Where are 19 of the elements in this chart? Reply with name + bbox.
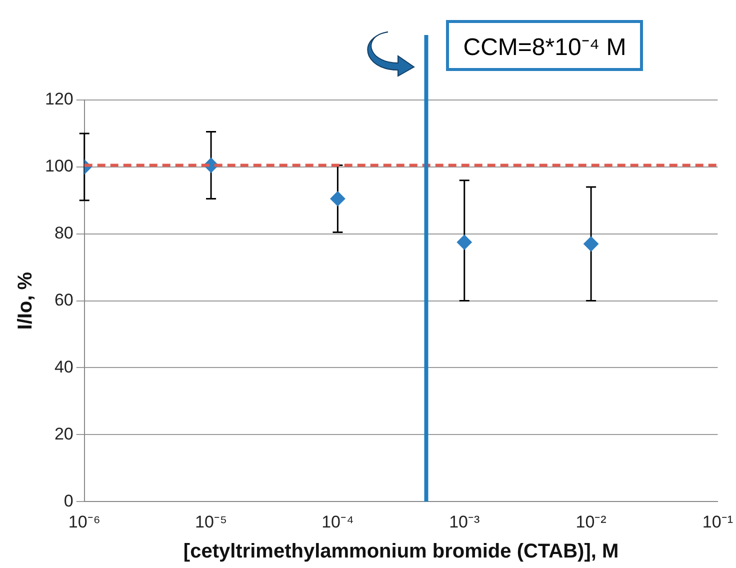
point [584,236,599,252]
point [456,234,472,250]
x-tick-label: 10⁻⁶ [68,512,100,532]
x-tick-label: 10⁻¹ [702,512,734,532]
y-axis-title: I/Io, % [14,272,37,330]
y-tick-label: 40 [54,357,74,376]
text: CCM=8*10⁻⁴ M [446,20,644,71]
x-tick-label: 10⁻² [576,512,607,532]
point [330,191,346,206]
y-tick-label: 100 [44,156,74,176]
y-tick-label: 120 [44,90,74,109]
x-axis-title: [cetyltrimethylammonium bromide (CTAB)], M [183,540,619,563]
x-tick-label: 10⁻⁴ [322,512,354,532]
y-tick-label: 60 [54,290,74,310]
x-tick-label: 10⁻⁵ [195,512,228,532]
y-tick-label: 20 [54,424,74,444]
y-tick-label: 0 [64,491,74,510]
x-tick-label: 10⁻³ [449,512,480,532]
y-tick-label: 80 [54,224,74,243]
